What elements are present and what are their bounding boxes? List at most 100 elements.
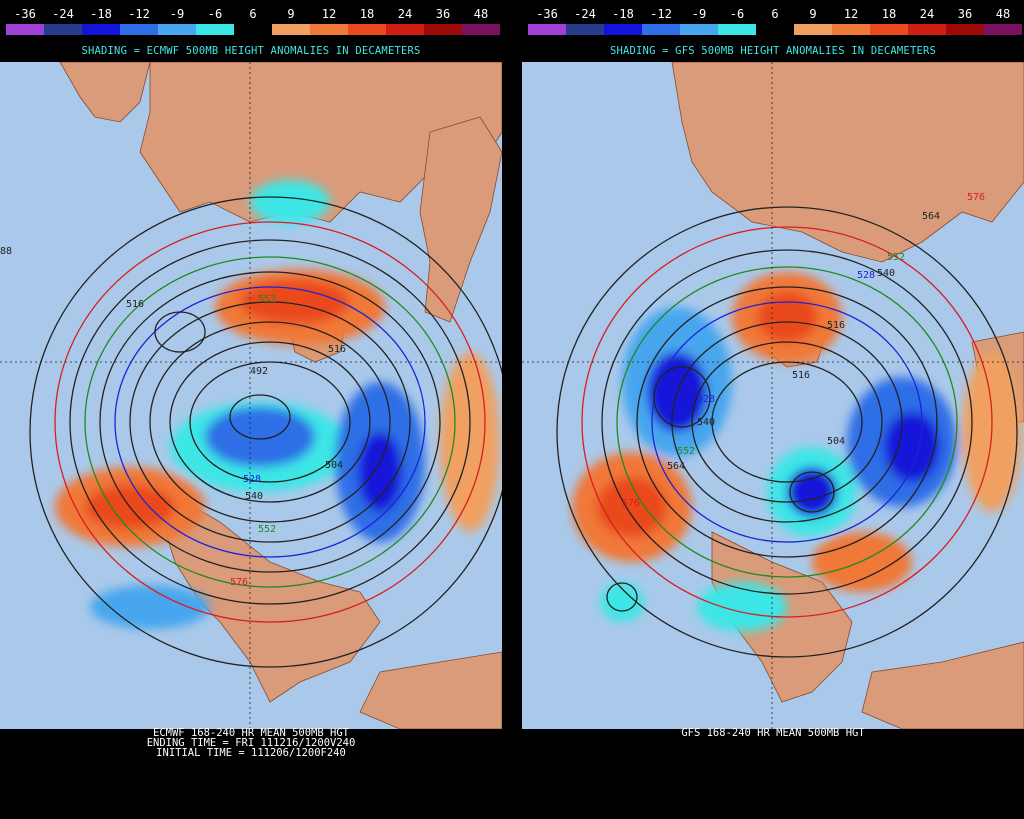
south-america-landmass (861, 641, 1024, 729)
scale-swatch (424, 24, 462, 35)
anomaly-negative (884, 412, 940, 482)
contour (636, 286, 938, 558)
contour (29, 196, 502, 668)
contour (601, 249, 973, 595)
scale-swatch (566, 24, 604, 35)
contour-label: 528 (243, 474, 261, 485)
scale-label: 24 (919, 7, 935, 21)
contour-label: 516 (827, 320, 845, 331)
anomaly-negative (250, 180, 330, 224)
anomaly-positive (597, 477, 667, 537)
scale-label: 24 (397, 7, 413, 21)
scale-label: 9 (809, 7, 817, 21)
scale-label: 36 (957, 7, 973, 21)
contour-552 (84, 256, 456, 588)
scale-label: 48 (995, 7, 1011, 21)
scale-label: 48 (473, 7, 489, 21)
scale-swatch (984, 24, 1022, 35)
contour (789, 471, 835, 513)
map-caption: ECMWF 168-240 HR MEAN 500MB HGT ENDING T… (0, 728, 502, 759)
scale-label: -24 (574, 7, 596, 21)
scale-label: -12 (128, 7, 150, 21)
landmasses (59, 62, 502, 729)
scale-swatch (310, 24, 348, 35)
scale-label: -6 (729, 7, 745, 21)
contour (149, 321, 391, 523)
scale-label: 18 (881, 7, 897, 21)
contour-label: 552 (258, 294, 276, 305)
anomaly-negative (600, 582, 644, 622)
anomaly-negative (697, 582, 787, 632)
contour-label: 576 (967, 192, 985, 203)
scale-swatch (348, 24, 386, 35)
contour-label: 492 (250, 366, 268, 377)
scale-swatch (680, 24, 718, 35)
gfs-map: 576 564 552 528 540 516 516 528 540 552 … (522, 62, 1024, 729)
contour (154, 311, 206, 353)
scale-swatch (82, 24, 120, 35)
contour-label: 564 (922, 211, 940, 222)
shading-note: SHADING = ECMWF 500MB HEIGHT ANOMALIES I… (81, 45, 421, 57)
contour-label: 504 (827, 436, 845, 447)
contour-528 (651, 301, 923, 543)
contour-label: 540 (877, 268, 895, 279)
scale-swatch (756, 24, 794, 35)
caption-line: GFS 168-240 HR MEAN 500MB HGT (681, 727, 865, 739)
scale-label: 12 (321, 7, 337, 21)
panel-divider (502, 0, 522, 819)
color-scale-bar (6, 24, 500, 35)
contour (169, 341, 371, 503)
scale-label: 36 (435, 7, 451, 21)
contour-label: 540 (697, 417, 715, 428)
contour (556, 206, 1018, 658)
contour-label: 564 (667, 461, 685, 472)
graticule (0, 62, 502, 729)
scale-swatch (946, 24, 984, 35)
anomaly-negative (205, 407, 315, 467)
anomaly-positive (240, 280, 350, 324)
scale-swatch (158, 24, 196, 35)
graticule (522, 62, 1024, 729)
europe-landmass (59, 62, 151, 123)
scale-label: -9 (691, 7, 707, 21)
scale-swatch (196, 24, 234, 35)
contour-552 (616, 266, 958, 578)
anomaly-negative (358, 432, 402, 512)
contour (229, 394, 291, 440)
scale-label: -9 (169, 7, 185, 21)
scale-swatch (462, 24, 500, 35)
contour (653, 366, 711, 428)
scale-swatch (908, 24, 946, 35)
south-america-landmass (359, 651, 502, 729)
color-scale-bar (528, 24, 1022, 35)
scale-label: 18 (359, 7, 375, 21)
contour-labels: 552 516 516 492 504 528 540 552 576 88 (0, 246, 346, 588)
anomaly-positive (757, 292, 817, 342)
contour-label: 552 (258, 524, 276, 535)
contour-label: 540 (245, 491, 263, 502)
scale-label: -36 (14, 7, 36, 21)
scale-labels: -36 -24 -18 -12 -9 -6 6 9 12 18 24 36 48 (0, 6, 502, 22)
scale-label: -18 (612, 7, 634, 21)
contour-576 (54, 221, 486, 623)
scale-swatch (718, 24, 756, 35)
contour-label: 528 (697, 394, 715, 405)
ecmwf-panel: -36 -24 -18 -12 -9 -6 6 9 12 18 24 36 48… (0, 0, 502, 819)
scale-swatch (272, 24, 310, 35)
scale-label: -24 (52, 7, 74, 21)
scale-label: 6 (249, 7, 257, 21)
contour (606, 582, 638, 612)
contour-label: 552 (887, 252, 905, 263)
scale-labels: -36 -24 -18 -12 -9 -6 6 9 12 18 24 36 48 (522, 6, 1024, 22)
contour (129, 301, 411, 543)
scale-swatch (234, 24, 272, 35)
contour-label: 576 (230, 577, 248, 588)
gfs-panel: -36 -24 -18 -12 -9 -6 6 9 12 18 24 36 48… (522, 0, 1024, 819)
contour-label: 516 (792, 370, 810, 381)
contour-labels: 576 564 552 528 540 516 516 528 540 552 … (622, 192, 985, 509)
scale-label: -6 (207, 7, 223, 21)
greenland-landmass (419, 116, 502, 323)
contour-label: 576 (622, 498, 640, 509)
map-caption: GFS 168-240 HR MEAN 500MB HGT (522, 727, 1024, 739)
contour-528 (114, 286, 426, 558)
